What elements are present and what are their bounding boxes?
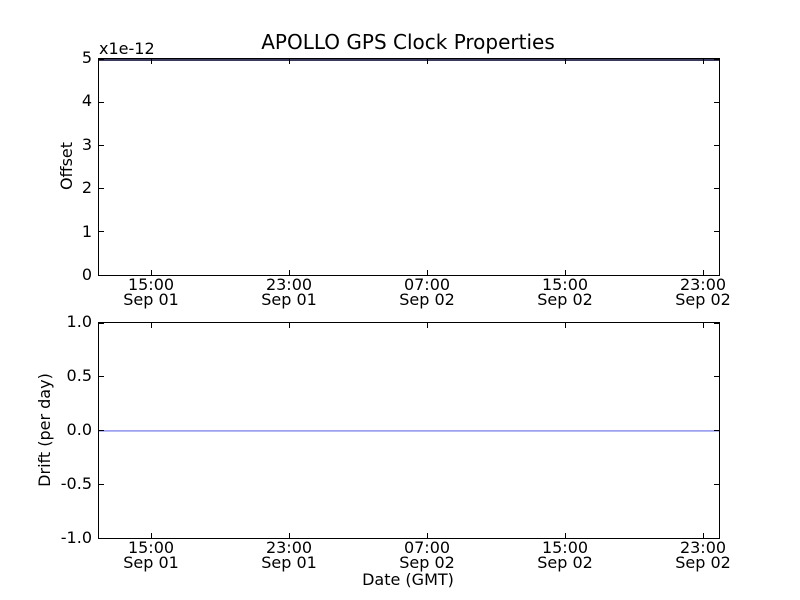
offset-y-tick-label: 5 — [81, 48, 92, 67]
y-tick-mark — [99, 274, 104, 276]
x-tick-mark — [289, 59, 291, 64]
tick-time: 07:00 — [403, 538, 451, 557]
y-tick-mark — [714, 274, 719, 276]
y-tick-mark — [99, 144, 104, 146]
x-tick-mark — [564, 533, 566, 538]
y-tick-mark — [714, 188, 719, 190]
drift-y-tick-label: -0.5 — [60, 474, 92, 493]
offset-series-line — [99, 59, 719, 61]
y-tick-mark — [99, 231, 104, 233]
y-tick-mark — [714, 483, 719, 485]
tick-time: 23:00 — [265, 538, 313, 557]
x-tick-mark — [426, 270, 428, 275]
x-tick-mark — [151, 59, 153, 64]
x-axis-label: Date (GMT) — [362, 570, 454, 589]
drift-x-tick-label: 23:00 Sep 02 — [675, 538, 731, 572]
drift-y-tick-label: -1.0 — [60, 528, 92, 547]
tick-date: Sep 01 — [123, 290, 179, 309]
y-tick-mark — [99, 483, 104, 485]
x-tick-mark — [564, 59, 566, 64]
drift-plot-area — [98, 322, 720, 539]
tick-date: Sep 02 — [399, 553, 455, 572]
chart-title: APOLLO GPS Clock Properties — [261, 30, 555, 54]
drift-y-tick-label: 0.5 — [66, 366, 92, 385]
tick-time: 07:00 — [403, 275, 451, 294]
tick-time: 15:00 — [541, 538, 589, 557]
x-tick-mark — [289, 323, 291, 328]
y-tick-mark — [99, 58, 104, 60]
y-tick-mark — [99, 322, 104, 324]
tick-date: Sep 02 — [537, 290, 593, 309]
drift-x-tick-label: 15:00 Sep 01 — [123, 538, 179, 572]
offset-x-tick-label: 07:00 Sep 02 — [399, 275, 455, 309]
tick-time: 23:00 — [679, 275, 727, 294]
y-tick-mark — [99, 430, 104, 431]
x-tick-mark — [289, 533, 291, 538]
offset-x-tick-label: 15:00 Sep 01 — [123, 275, 179, 309]
tick-date: Sep 02 — [675, 553, 731, 572]
x-tick-mark — [289, 270, 291, 275]
tick-date: Sep 01 — [123, 553, 179, 572]
tick-time: 15:00 — [127, 275, 175, 294]
drift-y-tick-label: 0.0 — [66, 420, 92, 439]
tick-time: 23:00 — [679, 538, 727, 557]
x-tick-mark — [151, 323, 153, 328]
offset-x-tick-label: 15:00 Sep 02 — [537, 275, 593, 309]
x-tick-mark — [564, 270, 566, 275]
tick-date: Sep 01 — [261, 290, 317, 309]
offset-y-tick-label: 0 — [81, 265, 92, 284]
y-tick-mark — [99, 376, 104, 378]
tick-time: 23:00 — [265, 275, 313, 294]
tick-date: Sep 02 — [675, 290, 731, 309]
y-tick-mark — [99, 101, 104, 103]
y-tick-mark — [714, 430, 719, 431]
x-tick-mark — [426, 59, 428, 64]
x-tick-mark — [702, 533, 704, 538]
drift-x-tick-label: 07:00 Sep 02 — [399, 538, 455, 572]
offset-y-tick-label: 2 — [81, 178, 92, 197]
drift-x-tick-label: 23:00 Sep 01 — [261, 538, 317, 572]
offset-plot-area — [98, 58, 720, 276]
y-tick-mark — [714, 231, 719, 233]
offset-x-tick-label: 23:00 Sep 01 — [261, 275, 317, 309]
offset-y-tick-label: 3 — [81, 135, 92, 154]
y-tick-mark — [714, 58, 719, 60]
y-tick-mark — [99, 188, 104, 190]
y-tick-mark — [714, 144, 719, 146]
x-tick-mark — [702, 270, 704, 275]
y-tick-mark — [714, 101, 719, 103]
offset-y-tick-label: 1 — [81, 222, 92, 241]
x-tick-mark — [426, 323, 428, 328]
y-tick-mark — [714, 537, 719, 539]
y-tick-mark — [99, 537, 104, 539]
tick-date: Sep 02 — [537, 553, 593, 572]
x-tick-mark — [151, 270, 153, 275]
y-axis-offset-multiplier: x1e-12 — [99, 39, 155, 58]
offset-x-tick-label: 23:00 Sep 02 — [675, 275, 731, 309]
x-tick-mark — [702, 323, 704, 328]
x-tick-mark — [702, 59, 704, 64]
tick-time: 15:00 — [541, 275, 589, 294]
tick-date: Sep 01 — [261, 553, 317, 572]
drift-x-tick-label: 15:00 Sep 02 — [537, 538, 593, 572]
y-tick-mark — [714, 376, 719, 378]
drift-series-line — [99, 429, 719, 432]
tick-time: 15:00 — [127, 538, 175, 557]
tick-date: Sep 02 — [399, 290, 455, 309]
x-tick-mark — [426, 533, 428, 538]
offset-y-tick-label: 4 — [81, 91, 92, 110]
x-tick-mark — [564, 323, 566, 328]
x-tick-mark — [151, 533, 153, 538]
drift-y-tick-label: 1.0 — [66, 312, 92, 331]
y-tick-mark — [714, 322, 719, 324]
